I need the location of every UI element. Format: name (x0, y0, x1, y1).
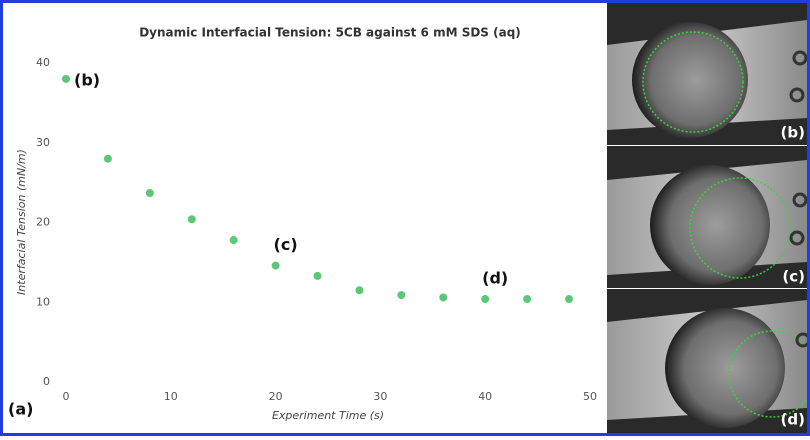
point (439, 293, 448, 302)
photo-label: (b) (781, 124, 805, 142)
x-tick-label: 10 (164, 390, 178, 403)
chart-title: Dynamic Interfacial Tension: 5CB against… (139, 26, 521, 40)
point (187, 215, 196, 224)
y-tick-label: 10 (36, 295, 50, 308)
y-tick-label: 20 (36, 216, 50, 229)
photo-label: (c) (782, 268, 805, 286)
photo-panels: (b) (c) (d) (607, 3, 810, 433)
photo-label: (d) (781, 411, 805, 429)
point (271, 261, 280, 270)
point (62, 74, 70, 83)
point (103, 154, 112, 163)
photo (607, 3, 808, 145)
point (481, 295, 490, 304)
point (313, 271, 322, 280)
x-tick-label: 50 (583, 390, 597, 403)
annotation: (c) (274, 235, 298, 254)
y-tick-label: 30 (36, 136, 50, 149)
point (229, 236, 238, 245)
y-axis-label: Interfacial Tension (mN/m) (15, 149, 28, 295)
point (523, 295, 532, 304)
y-tick-label: 0 (43, 375, 50, 388)
panel-label: (a) (8, 400, 33, 419)
point (565, 295, 574, 304)
x-tick-label: 20 (269, 390, 283, 403)
photo (607, 289, 810, 433)
point (355, 286, 364, 295)
annotation: (d) (482, 269, 508, 288)
point (397, 291, 406, 300)
photo (607, 146, 808, 288)
x-tick-label: 0 (63, 390, 70, 403)
annotation: (b) (74, 70, 100, 89)
point (145, 188, 154, 197)
x-tick-label: 30 (373, 390, 387, 403)
x-tick-label: 40 (478, 390, 492, 403)
x-axis-label: Experiment Time (s) (272, 409, 384, 422)
y-tick-label: 40 (36, 56, 50, 69)
